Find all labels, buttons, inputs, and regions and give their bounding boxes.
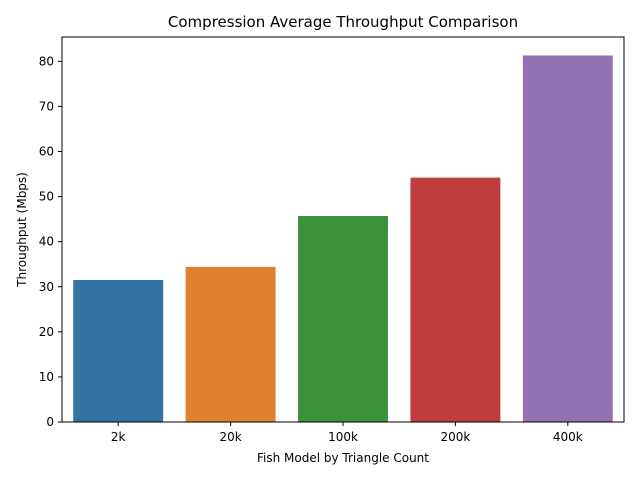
y-axis-ticks: 0 10 20 30 40 50 60 70 80 bbox=[39, 54, 62, 429]
bars-group bbox=[73, 55, 613, 422]
x-axis-ticks: 2k 20k 100k 200k 400k bbox=[111, 422, 583, 444]
y-tick-label: 70 bbox=[39, 99, 54, 113]
x-axis-label: Fish Model by Triangle Count bbox=[257, 451, 429, 465]
y-tick-label: 0 bbox=[46, 415, 54, 429]
bar-400k bbox=[522, 55, 613, 422]
x-tick-label: 20k bbox=[219, 430, 241, 444]
chart-title: Compression Average Throughput Compariso… bbox=[168, 13, 518, 31]
y-tick-label: 30 bbox=[39, 280, 54, 294]
x-tick-label: 400k bbox=[553, 430, 583, 444]
y-tick-label: 80 bbox=[39, 54, 54, 68]
y-axis-label: Throughput (Mbps) bbox=[15, 172, 29, 288]
bar-20k bbox=[185, 266, 276, 422]
plot-frame bbox=[61, 36, 625, 423]
y-tick-label: 10 bbox=[39, 370, 54, 384]
y-tick-label: 40 bbox=[39, 235, 54, 249]
bar-100k bbox=[298, 215, 388, 422]
x-tick-label: 200k bbox=[440, 430, 470, 444]
y-tick-label: 60 bbox=[39, 145, 54, 159]
y-tick-label: 50 bbox=[39, 190, 54, 204]
bar-200k bbox=[410, 177, 501, 422]
x-tick-label: 2k bbox=[111, 430, 126, 444]
bar-2k bbox=[73, 279, 164, 422]
x-tick-label: 100k bbox=[328, 430, 358, 444]
y-tick-label: 20 bbox=[39, 325, 54, 339]
